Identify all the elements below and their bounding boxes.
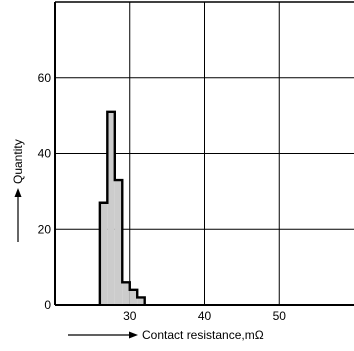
histogram-outline bbox=[98, 110, 146, 305]
plot-frame bbox=[54, 1, 354, 306]
histogram-bar bbox=[107, 111, 115, 306]
histogram-bar bbox=[99, 202, 108, 305]
y-tick-label: 60 bbox=[38, 71, 52, 85]
x-tick-label: 40 bbox=[198, 309, 212, 323]
histogram-bar bbox=[137, 297, 145, 305]
x-axis-label-group: Contact resistance,mΩ bbox=[68, 328, 264, 342]
y-tick-label: 0 bbox=[44, 298, 51, 312]
y-axis-label-group: Quantity bbox=[11, 139, 25, 242]
y-tick-labels: 0 20 40 60 bbox=[38, 71, 52, 312]
x-tick-label: 50 bbox=[273, 309, 287, 323]
y-axis-label: Quantity bbox=[11, 139, 25, 184]
x-tick-labels: 30 40 50 bbox=[123, 309, 286, 323]
histogram-bar bbox=[122, 282, 130, 305]
x-axis-label: Contact resistance,mΩ bbox=[142, 328, 264, 342]
x-tick-label: 30 bbox=[123, 309, 137, 323]
histogram-bars bbox=[98, 110, 146, 306]
y-tick-label: 20 bbox=[38, 222, 52, 236]
x-axis-arrowhead bbox=[129, 331, 138, 339]
y-axis-arrowhead bbox=[14, 188, 22, 197]
histogram-bar bbox=[129, 289, 138, 305]
histogram-bar bbox=[114, 180, 123, 305]
y-tick-label: 40 bbox=[38, 147, 52, 161]
